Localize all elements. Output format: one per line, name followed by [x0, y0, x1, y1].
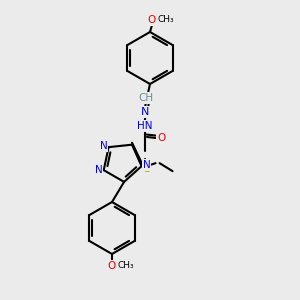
Text: N: N [100, 141, 107, 151]
Text: HN: HN [137, 121, 153, 131]
Text: N: N [143, 160, 150, 170]
Text: S: S [143, 164, 151, 174]
Text: N: N [141, 107, 149, 117]
Text: O: O [148, 15, 156, 25]
Text: N: N [95, 165, 103, 175]
Text: O: O [108, 261, 116, 271]
Text: O: O [157, 133, 165, 143]
Text: CH₃: CH₃ [118, 262, 134, 271]
Text: CH₃: CH₃ [158, 16, 174, 25]
Text: CH: CH [138, 93, 154, 103]
